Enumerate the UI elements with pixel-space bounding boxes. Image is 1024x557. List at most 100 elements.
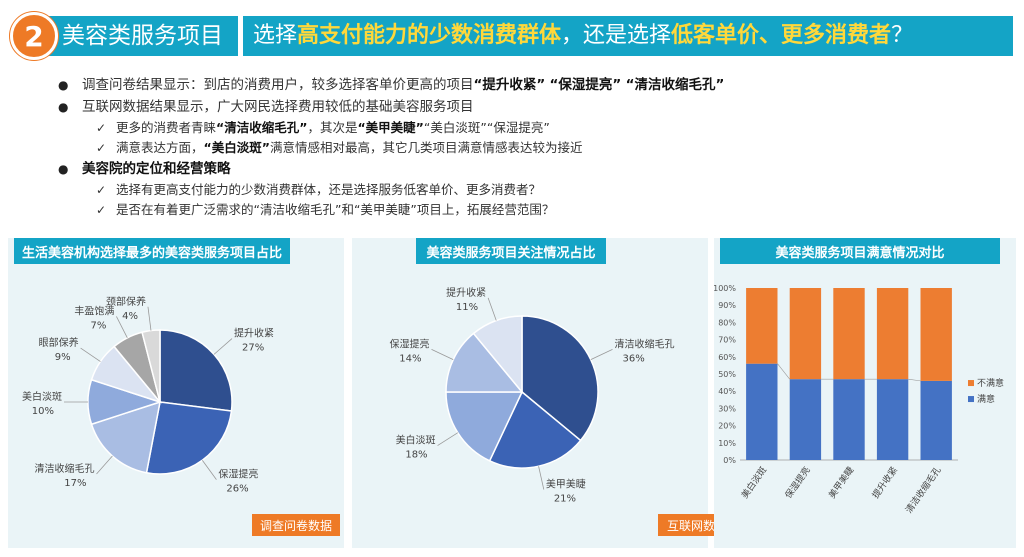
pie-slice [145, 401, 233, 475]
slice-label: 清洁收缩毛孔 [614, 337, 674, 350]
panel-title: 美容类服务项目关注情况占比 [416, 238, 606, 264]
panel-survey-pie: 生活美容机构选择最多的美容类服务项目占比 提升收紧 27% 保湿提亮 26% 清洁收缩毛… [8, 238, 344, 548]
y-tick-label: 70% [718, 336, 736, 345]
bullet-text: 选择有更高支付能力的少数消费群体，还是选择服务低客单价、更多消费者？ [116, 182, 542, 197]
y-tick-label: 60% [718, 353, 736, 362]
slice-label: 颈部保养 [106, 295, 146, 308]
stacked-bar-chart: 0% 10% 20% 30% 40% 50% 60% 70% 80% 90% 100% 美白淡斑 保湿提… [714, 284, 1004, 515]
title-part: ？ [891, 23, 914, 48]
leader-line [437, 432, 459, 446]
x-tick-label: 提升收紧 [869, 464, 899, 500]
bar-segment [833, 288, 865, 380]
x-tick-label: 清洁收缩毛孔 [903, 464, 944, 515]
slice-percent: 17% [64, 478, 86, 489]
slice-percent: 14% [399, 353, 421, 364]
pie-slice [445, 332, 524, 393]
slice-percent: 26% [226, 484, 248, 495]
bullet-text: “美白淡斑”“保湿提亮” [423, 120, 550, 135]
y-tick-label: 30% [718, 404, 736, 413]
series-line [908, 378, 921, 382]
slice-label: 保湿提亮 [218, 468, 258, 481]
y-tick-label: 10% [718, 439, 736, 448]
slice-label: 清洁收缩毛孔 [35, 462, 95, 475]
leader-line [96, 455, 113, 475]
leader-line [116, 316, 128, 339]
y-tick-label: 90% [718, 301, 736, 310]
slice-percent: 36% [622, 353, 644, 364]
bullet-text: 是否在有着更广泛需求的“清洁收缩毛孔”和“美甲美睫”项目上，拓展经营范围？ [116, 202, 555, 217]
header-divider [238, 12, 243, 60]
slice-label: 美白淡斑 [396, 434, 436, 447]
pie-slice [90, 400, 161, 474]
y-tick-label: 100% [714, 284, 736, 293]
pie-slice [521, 315, 599, 442]
bullet-survey: 调查问卷结果显示：到店的消费用户，较多选择客单价更高的项目“提升收紧” “保湿提… [58, 74, 988, 96]
panel-title: 美容类服务项目满意情况对比 [720, 238, 1000, 264]
bar-segment [746, 363, 778, 460]
bullet-strong: “保湿提亮” [549, 77, 622, 93]
bar-segment [789, 288, 822, 380]
y-tick-label: 0% [723, 456, 736, 465]
pie-slice [472, 315, 523, 395]
bullet-text: 调查问卷结果显示：到店的消费用户，较多选择客单价更高的项目 [82, 77, 474, 93]
slide-header: 2 美容类服务项目 选择高支付能力的少数消费群体，还是选择低客单价、更多消费者？ [10, 12, 1016, 60]
legend-swatch [968, 396, 974, 403]
title-highlight: 高支付能力的少数消费群体 [297, 23, 562, 48]
bar-segment [833, 379, 865, 460]
series-line [777, 363, 790, 380]
slice-percent: 11% [456, 302, 478, 313]
legend-label: 不满意 [977, 377, 1004, 389]
source-tag: 调查问卷数据 [252, 514, 340, 536]
y-tick-label: 80% [718, 318, 736, 327]
bar-segment [876, 288, 909, 380]
slice-percent: 21% [554, 494, 576, 505]
leader-line [590, 349, 613, 361]
leader-line [431, 349, 454, 361]
bullet-text: 满意表达方面， [116, 140, 204, 155]
x-tick-label: 保湿提亮 [782, 464, 812, 500]
panel-internet-pie: 美容类服务项目关注情况占比 清洁收缩毛孔 36% 美甲美睫 21% 美白淡斑 18% 保湿提… [352, 238, 736, 548]
y-tick-label: 50% [718, 370, 736, 379]
bar-segment [789, 379, 822, 460]
panel-title: 生活美容机构选择最多的美容类服务项目占比 [14, 238, 290, 264]
slice-label: 提升收紧 [446, 286, 486, 299]
leader-line [201, 460, 217, 480]
slice-percent: 18% [405, 450, 427, 461]
legend-label: 满意 [977, 393, 995, 405]
slice-label: 提升收紧 [234, 327, 274, 340]
bullet-text: ，其次是 [307, 120, 358, 135]
pie-slice [488, 390, 582, 469]
title-highlight: 低客单价、更多消费者 [671, 23, 892, 48]
title-part: ，还是选择 [561, 23, 672, 48]
header-bar [28, 16, 1013, 56]
pie-chart-survey: 提升收紧 27% 保湿提亮 26% 清洁收缩毛孔 17% 美白淡斑 10% 眼部保养 9% 丰盈饱满… [22, 295, 274, 495]
y-tick-label: 20% [718, 422, 736, 431]
leader-line [147, 306, 152, 331]
title-part: 选择 [253, 23, 298, 48]
slice-percent: 4% [122, 311, 138, 322]
legend-swatch [968, 380, 974, 387]
bullet-strong: “美白淡斑” [203, 140, 270, 155]
bullet-text: 美容院的定位和经营策略 [82, 161, 231, 177]
slice-label: 眼部保养 [39, 336, 79, 349]
y-tick-label: 40% [718, 387, 736, 396]
slice-label: 保湿提亮 [390, 337, 430, 350]
bullet-strong: “清洁收缩毛孔” [625, 77, 725, 93]
bullet-text: 满意情感相对最高，其它几类项目满意情感表达较为接近 [269, 140, 583, 155]
slice-percent: 9% [55, 352, 71, 363]
subbullet-preference: 更多的消费者青睐“清洁收缩毛孔”，其次是“美甲美睫”“美白淡斑”“保湿提亮” [58, 118, 988, 138]
slice-label: 丰盈饱满 [74, 304, 114, 317]
pie-chart-internet: 清洁收缩毛孔 36% 美甲美睫 21% 美白淡斑 18% 保湿提亮 14% 提升收紧 11% [390, 286, 675, 505]
bullet-strong: “清洁收缩毛孔” [216, 120, 308, 135]
bar-segment [746, 288, 778, 364]
bullet-internet: 互联网数据结果显示，广大网民选择费用较低的基础美容服务项目 [58, 96, 988, 118]
bar-segment [920, 288, 952, 381]
bar-segment [876, 379, 909, 460]
subbullet-satisfaction: 满意表达方面，“美白淡斑”满意情感相对最高，其它几类项目满意情感表达较为接近 [58, 138, 988, 158]
bullet-strategy: 美容院的定位和经营策略 [58, 158, 988, 180]
bullet-text: 更多的消费者青睐 [116, 120, 217, 135]
section-number: 2 [10, 12, 58, 60]
bullet-list: 调查问卷结果显示：到店的消费用户，较多选择客单价更高的项目“提升收紧” “保湿提… [58, 74, 988, 220]
slice-percent: 7% [91, 320, 107, 331]
pie-slice [159, 329, 233, 412]
